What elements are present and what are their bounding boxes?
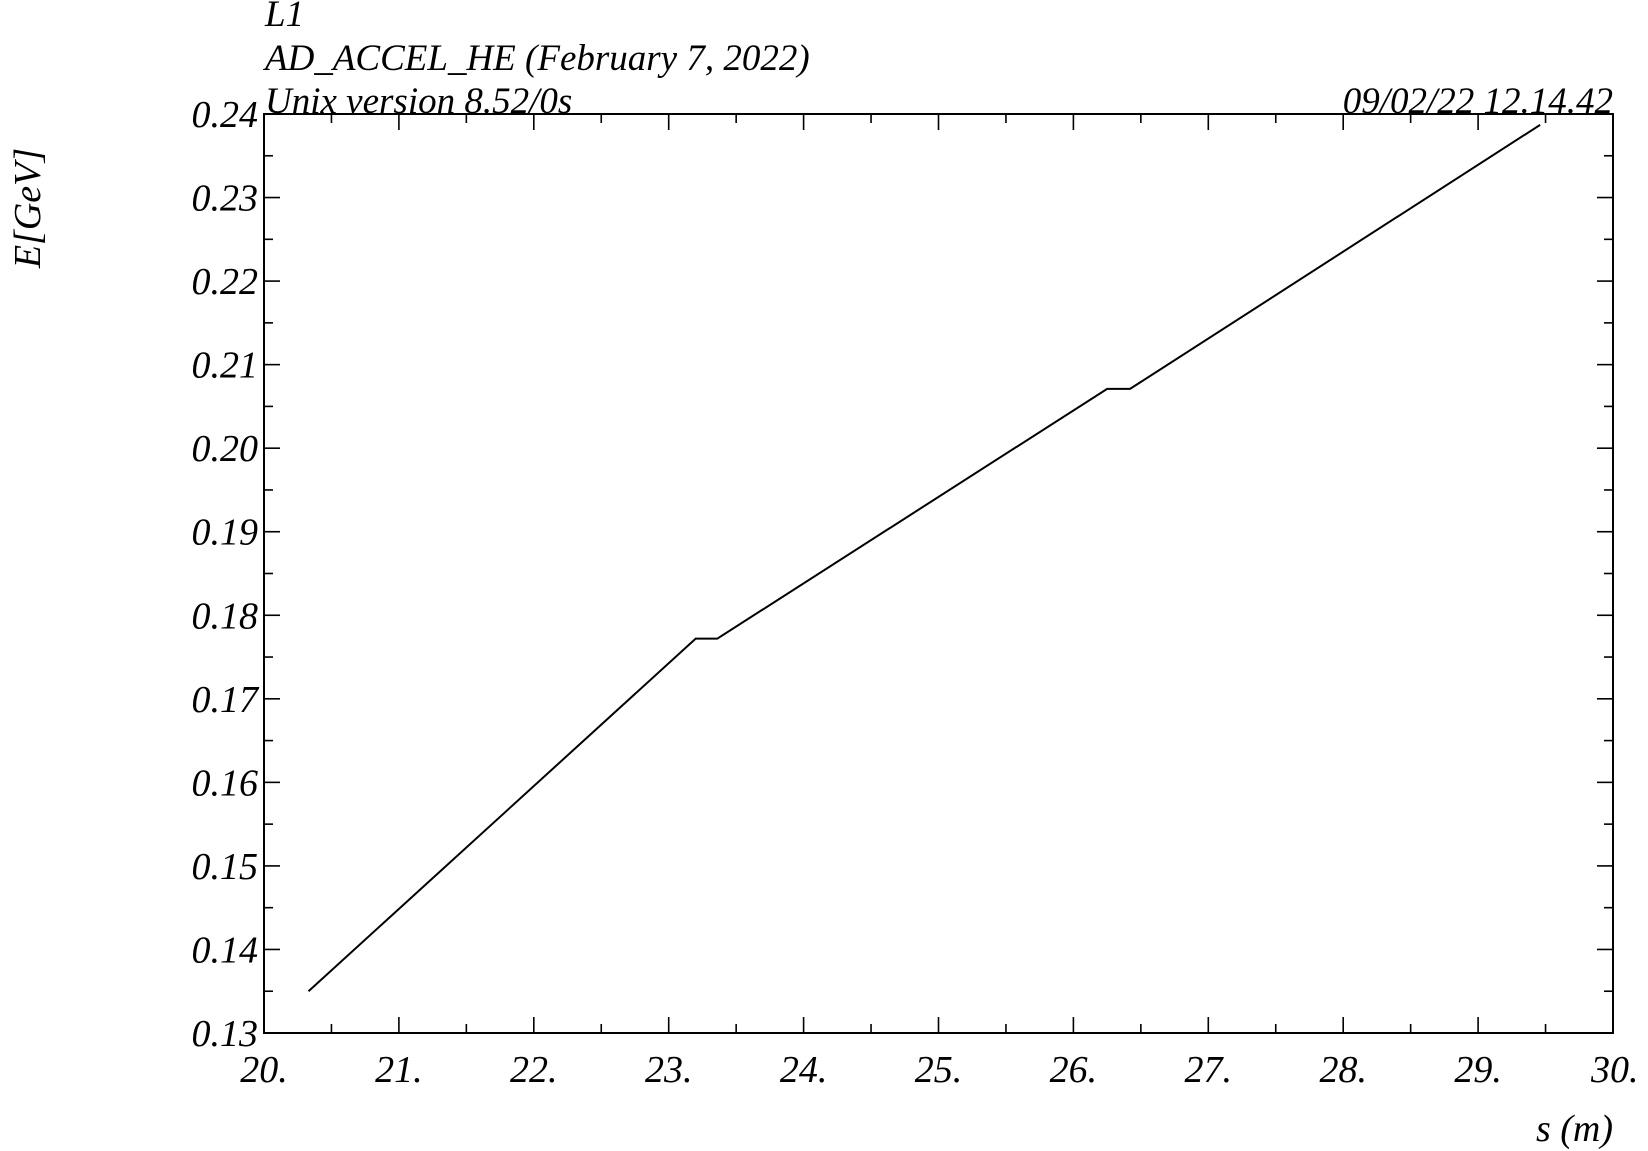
- x-axis-label: s (m): [1536, 1108, 1613, 1150]
- y-tick-label: 0.18: [192, 595, 259, 637]
- x-tick-label: 20.: [240, 1049, 288, 1091]
- tick-labels: 20. 21. 22. 23. 24. 25. 26. 27. 28. 29. 30. 0.13 0.1…: [192, 94, 1639, 1091]
- y-tick-label: 0.22: [192, 261, 259, 303]
- y-tick-label: 0.21: [192, 345, 259, 387]
- x-tick-label: 27.: [1185, 1049, 1233, 1091]
- header-line-2: AD_ACCEL_HE (February 7, 2022): [262, 38, 810, 79]
- series-line-0: [307, 124, 1541, 992]
- y-tick-label: 0.24: [192, 94, 259, 136]
- y-axis-label: E[GeV]: [7, 148, 49, 269]
- header-line-3: Unix version 8.52/0s: [265, 81, 572, 122]
- y-tick-label: 0.23: [192, 178, 259, 220]
- x-tick-label: 25.: [915, 1049, 963, 1091]
- y-tick-label: 0.16: [192, 762, 259, 804]
- x-tick-label: 26.: [1050, 1049, 1098, 1091]
- header-line-1: L1: [264, 0, 304, 35]
- x-tick-label: 30.: [1590, 1049, 1639, 1091]
- y-tick-label: 0.15: [192, 846, 259, 888]
- x-tick-label: 29.: [1454, 1049, 1502, 1091]
- series-group: [307, 124, 1541, 992]
- x-tick-label: 21.: [375, 1049, 423, 1091]
- x-tick-label: 22.: [510, 1049, 558, 1091]
- y-tick-label: 0.13: [192, 1013, 259, 1055]
- axis-ticks: [263, 113, 1614, 1034]
- x-tick-label: 28.: [1319, 1049, 1367, 1091]
- y-tick-label: 0.14: [192, 929, 259, 971]
- y-tick-label: 0.20: [192, 428, 259, 470]
- x-tick-label: 23.: [645, 1049, 693, 1091]
- plot-frame: [263, 113, 1614, 1034]
- y-tick-label: 0.17: [192, 679, 261, 721]
- y-tick-label: 0.19: [192, 512, 259, 554]
- x-tick-label: 24.: [780, 1049, 828, 1091]
